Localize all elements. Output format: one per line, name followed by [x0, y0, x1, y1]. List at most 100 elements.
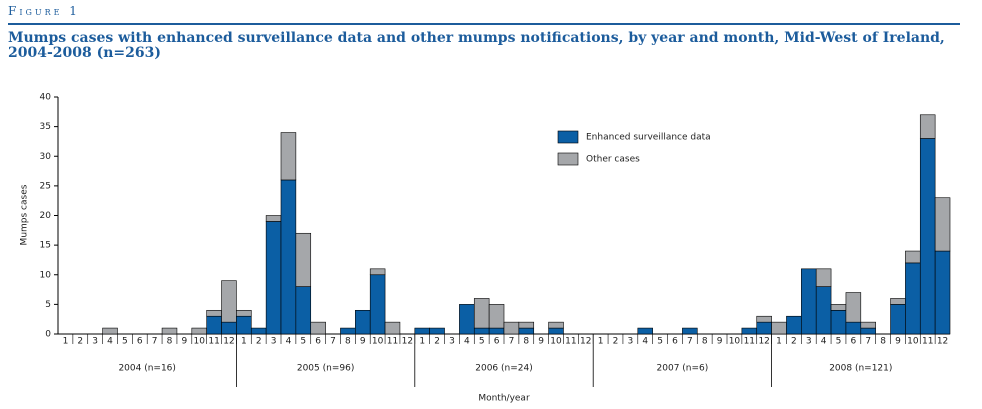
- y-tick-label: 40: [40, 93, 52, 103]
- x-tick-label: 2: [613, 337, 619, 347]
- x-tick-label: 12: [580, 337, 591, 347]
- x-tick-label: 6: [137, 337, 143, 347]
- bar-segment: [206, 315, 222, 335]
- bar-segment: [295, 286, 312, 335]
- bar-segment: [161, 327, 178, 335]
- x-tick-label: 3: [449, 337, 455, 347]
- x-tick-label: 12: [937, 337, 948, 347]
- bar-segment: [340, 327, 356, 335]
- bar-segment: [473, 298, 490, 329]
- legend-label: Other cases: [586, 155, 640, 165]
- x-tick-label: 8: [523, 337, 529, 347]
- x-tick-label: 2: [256, 337, 262, 347]
- x-tick-label: 1: [63, 337, 69, 347]
- x-tick-label: 6: [672, 337, 678, 347]
- bar-segment: [934, 197, 951, 252]
- y-tick-label: 30: [40, 152, 52, 162]
- figure-label: Figure 1: [8, 4, 960, 25]
- bar-segment: [384, 321, 401, 335]
- x-tick-label: 3: [627, 337, 633, 347]
- x-tick-label: 5: [122, 337, 128, 347]
- legend-swatch: [557, 152, 579, 166]
- bar-segment: [860, 321, 876, 329]
- bar-segment: [221, 321, 237, 335]
- x-tick-label: 5: [836, 337, 842, 347]
- bar-segment: [414, 327, 430, 335]
- year-label: 2007 (n=6): [657, 364, 709, 374]
- y-tick-label: 35: [40, 122, 51, 132]
- x-tick-label: 4: [286, 337, 292, 347]
- x-tick-label: 5: [479, 337, 485, 347]
- x-tick-label: 11: [744, 337, 755, 347]
- bar-segment: [265, 221, 282, 335]
- x-tick-label: 11: [565, 337, 576, 347]
- x-tick-label: 10: [372, 337, 384, 347]
- year-label: 2008 (n=121): [829, 364, 892, 374]
- x-tick-label: 1: [598, 337, 604, 347]
- x-tick-label: 3: [806, 337, 812, 347]
- y-tick-label: 20: [40, 211, 52, 221]
- x-tick-label: 4: [642, 337, 648, 347]
- x-tick-label: 6: [315, 337, 321, 347]
- x-tick-label: 12: [223, 337, 234, 347]
- y-tick-label: 10: [40, 270, 52, 280]
- x-tick-label: 8: [345, 337, 351, 347]
- x-tick-label: 3: [271, 337, 277, 347]
- x-tick-label: 12: [758, 337, 769, 347]
- x-tick-label: 4: [464, 337, 470, 347]
- x-tick-label: 6: [850, 337, 856, 347]
- bar-segment: [191, 327, 207, 335]
- bar-segment: [488, 304, 505, 329]
- bar-segment: [236, 309, 252, 317]
- bar-segment: [830, 309, 847, 335]
- bar-segment: [845, 321, 862, 335]
- x-tick-label: 5: [657, 337, 663, 347]
- y-tick-label: 5: [45, 300, 51, 310]
- bar-segment: [236, 315, 252, 335]
- bar-segment: [369, 268, 386, 276]
- y-tick-label: 15: [40, 241, 51, 251]
- x-tick-label: 7: [152, 337, 158, 347]
- x-tick-label: 4: [821, 337, 827, 347]
- bar-segment: [845, 292, 862, 323]
- x-tick-label: 9: [717, 337, 723, 347]
- x-tick-label: 7: [330, 337, 336, 347]
- x-tick-label: 3: [92, 337, 98, 347]
- legend-swatch: [557, 130, 579, 144]
- year-label: 2006 (n=24): [475, 364, 533, 374]
- bar-segment: [637, 327, 653, 335]
- x-tick-label: 10: [729, 337, 741, 347]
- bar-segment: [102, 327, 118, 335]
- x-tick-label: 9: [895, 337, 901, 347]
- bar-segment: [919, 138, 936, 335]
- header: Figure 1 Mumps cases with enhanced surve…: [8, 4, 960, 61]
- bar-segment: [221, 280, 237, 323]
- year-label: 2005 (n=96): [297, 364, 355, 374]
- bar-segment: [830, 304, 847, 311]
- x-tick-label: 10: [550, 337, 562, 347]
- x-tick-label: 7: [687, 337, 693, 347]
- x-tick-label: 2: [77, 337, 83, 347]
- bar-segment: [459, 304, 475, 335]
- bar-segment: [518, 321, 535, 329]
- bar-segment: [786, 315, 802, 335]
- bar-segment: [815, 268, 832, 287]
- x-tick-label: 1: [776, 337, 782, 347]
- bar-segment: [890, 304, 906, 335]
- x-tick-label: 1: [241, 337, 247, 347]
- x-tick-label: 2: [434, 337, 440, 347]
- bar-segment: [518, 327, 535, 335]
- bar-segment: [265, 215, 282, 222]
- bar-segment: [369, 274, 386, 335]
- x-tick-label: 9: [360, 337, 366, 347]
- x-tick-label: 12: [402, 337, 413, 347]
- x-tick-label: 7: [865, 337, 871, 347]
- x-tick-label: 7: [509, 337, 515, 347]
- x-tick-label: 8: [702, 337, 708, 347]
- bar-segment: [473, 327, 490, 335]
- x-tick-label: 9: [181, 337, 187, 347]
- bar-segment: [815, 286, 832, 335]
- x-tick-label: 8: [880, 337, 886, 347]
- bar-segment: [206, 309, 222, 317]
